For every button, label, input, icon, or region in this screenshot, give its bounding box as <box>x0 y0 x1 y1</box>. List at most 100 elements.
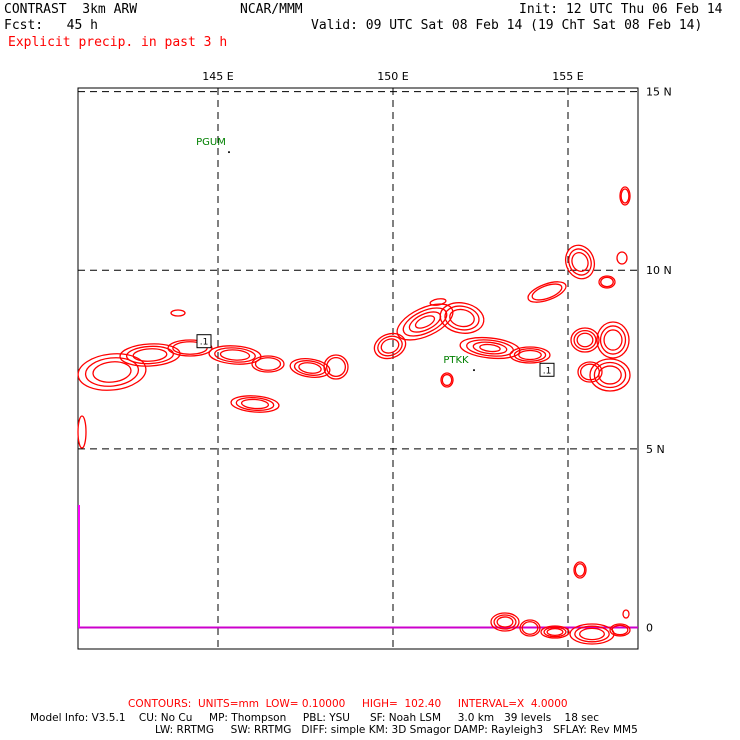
precip-contour <box>598 275 616 289</box>
model-info-line2: LW: RRTMG SW: RRTMG DIFF: simple KM: 3D … <box>155 724 638 736</box>
station-markers: PGUM PTKK <box>196 137 475 372</box>
precip-contour <box>596 321 630 359</box>
model-info-line1: Model Info: V3.5.1 CU: No Cu MP: Thompso… <box>30 712 599 724</box>
precip-contour <box>546 627 564 637</box>
precip-contour <box>373 332 407 360</box>
axis-labels: 145 E 150 E 155 E 15 N 10 N 5 N 0 <box>202 70 671 635</box>
contour-info: CONTOURS: UNITS=mm LOW= 0.10000 HIGH= 10… <box>128 698 568 710</box>
precip-contour <box>622 609 630 619</box>
precip-contour <box>293 360 327 376</box>
precip-contour <box>611 624 629 636</box>
precip-contour <box>429 298 447 306</box>
forecast-hour: Fcst: 45 h <box>4 18 98 33</box>
init-time: Init: 12 UTC Thu 06 Feb 14 <box>519 2 723 17</box>
precip-contour <box>543 626 567 638</box>
model-title: CONTRAST 3km ARW <box>4 2 138 17</box>
precip-contour <box>599 325 627 355</box>
precip-contour <box>527 281 567 303</box>
lon-label: 145 E <box>202 70 233 83</box>
lat-label: 5 N <box>646 443 665 456</box>
precip-contour <box>569 623 615 645</box>
precip-contour <box>289 358 331 378</box>
precip-contour <box>574 563 586 577</box>
precip-contour <box>439 302 485 334</box>
lat-label: 10 N <box>646 264 672 277</box>
lon-label: 150 E <box>377 70 408 83</box>
precip-contour <box>170 309 186 317</box>
precip-contour <box>440 372 454 388</box>
precip-contour <box>472 341 508 355</box>
precip-contour <box>513 348 547 362</box>
field-title: Explicit precip. in past 3 h <box>8 35 228 50</box>
valid-time: Valid: 09 UTC Sat 08 Feb 14 (19 ChT Sat … <box>311 18 703 33</box>
precip-contour <box>92 361 132 383</box>
precip-contour <box>408 311 442 333</box>
precip-contour <box>593 361 627 389</box>
lat-label: 0 <box>646 622 653 635</box>
precip-contour <box>449 308 475 328</box>
precip-contour <box>521 621 539 635</box>
precip-contour <box>519 619 541 637</box>
precip-contour <box>77 353 147 391</box>
contour-label: .1 <box>200 338 209 348</box>
precip-contour <box>325 356 347 378</box>
precip-contour <box>479 343 501 353</box>
precip-contour <box>414 315 436 329</box>
station-label: PGUM <box>196 137 226 148</box>
precip-contour <box>377 335 403 357</box>
station-dot <box>473 369 475 372</box>
contour-label-box <box>539 362 555 377</box>
precip-contour <box>568 248 592 276</box>
precip-contour <box>540 625 570 639</box>
precip-contour <box>214 347 256 363</box>
precip-contour <box>531 283 563 301</box>
precip-contour <box>490 612 520 632</box>
precip-contour <box>77 415 87 449</box>
precip-contour <box>577 361 603 383</box>
precip-contour <box>444 305 480 331</box>
precip-contour <box>167 339 213 357</box>
precip-contour <box>518 349 542 361</box>
precip-contour <box>230 395 280 413</box>
precip-contour <box>240 398 270 410</box>
precip-contour <box>573 561 587 579</box>
precip-contour <box>603 329 623 351</box>
station-label: PTKK <box>443 355 469 366</box>
precip-contour <box>579 627 605 641</box>
lat-label: 15 N <box>646 86 672 99</box>
precip-contour <box>496 616 514 628</box>
precip-contours <box>77 186 631 645</box>
map-frame <box>77 87 639 650</box>
precip-contour <box>600 276 614 288</box>
precip-contour <box>616 251 628 265</box>
precip-contour <box>235 396 275 412</box>
precip-contour <box>298 362 322 374</box>
precip-contour <box>323 354 349 380</box>
precip-contour <box>573 329 597 351</box>
contour-label-box <box>196 334 212 349</box>
precip-contour <box>609 623 631 637</box>
precip-contour <box>493 614 517 630</box>
precip-contour <box>579 363 601 381</box>
precip-contour <box>509 346 551 364</box>
precip-contour <box>619 186 631 206</box>
precip-contour <box>84 357 140 387</box>
precip-contour <box>571 252 589 272</box>
precip-contour <box>570 327 600 353</box>
precip-contour <box>380 338 400 354</box>
precip-contour <box>564 244 596 280</box>
contour-label: .1 <box>543 366 552 376</box>
lat-lon-grid <box>78 88 638 649</box>
precip-contour <box>574 625 610 643</box>
precip-contour <box>589 358 631 392</box>
precip-contour <box>620 188 630 204</box>
precip-contour <box>396 303 454 341</box>
contour-labels: .1 .1 <box>196 334 555 377</box>
lon-label: 155 E <box>552 70 583 83</box>
precip-contour <box>459 336 521 360</box>
precip-contour <box>219 349 251 361</box>
station-dot <box>228 151 230 154</box>
precip-contour <box>576 332 594 348</box>
precip-contour <box>441 373 453 387</box>
